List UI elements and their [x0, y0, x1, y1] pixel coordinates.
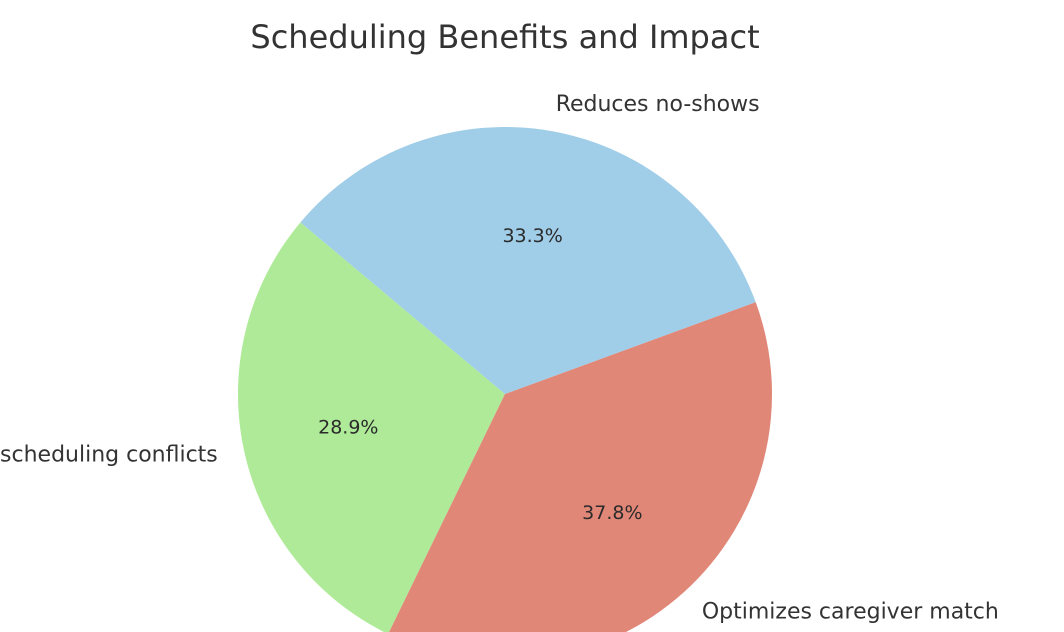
pie-slice-optimizes-caregiver-match: [389, 302, 772, 632]
pie-labels: 28.9% Minimizes scheduling conflicts 37.8%…: [0, 92, 999, 624]
pct-label-reduces-no-shows: 33.3%: [502, 225, 562, 247]
slice-label-minimizes-scheduling-conflicts: Minimizes scheduling conflicts: [0, 443, 218, 468]
pct-label-optimizes-caregiver-match: 37.8%: [582, 502, 642, 524]
pie-slices: [238, 126, 772, 632]
chart-title: Scheduling Benefits and Impact: [250, 18, 759, 56]
pct-label-minimizes-scheduling-conflicts: 28.9%: [318, 416, 378, 438]
pie-slice-reduces-no-shows: [300, 126, 756, 394]
slice-label-optimizes-caregiver-match: Optimizes caregiver match: [702, 599, 999, 624]
pie-slice-minimizes-scheduling-conflicts: [238, 222, 505, 632]
slice-label-reduces-no-shows: Reduces no-shows: [556, 92, 760, 117]
